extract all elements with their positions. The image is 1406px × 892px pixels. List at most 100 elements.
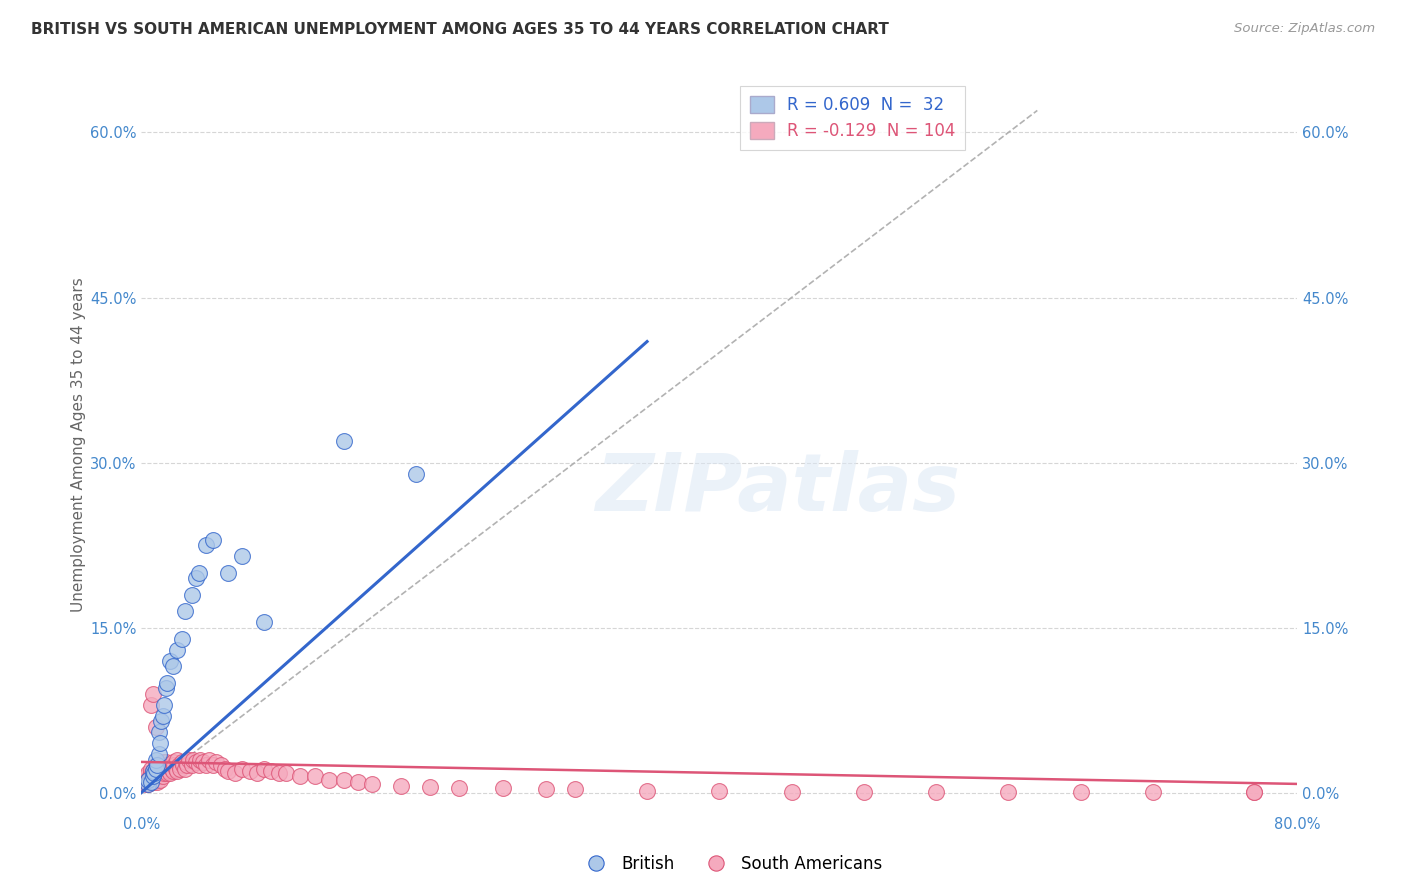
- Point: [138, 772, 160, 787]
- Point: [332, 434, 354, 448]
- Point: [141, 774, 163, 789]
- Text: ZIPatlas: ZIPatlas: [595, 450, 960, 528]
- Point: [149, 764, 172, 778]
- Point: [1243, 784, 1265, 798]
- Point: [142, 769, 165, 783]
- Point: [149, 736, 172, 750]
- Point: [138, 766, 160, 780]
- Point: [389, 779, 412, 793]
- Point: [188, 566, 211, 580]
- Point: [138, 777, 160, 791]
- Point: [159, 758, 181, 772]
- Point: [167, 758, 190, 772]
- Point: [177, 753, 200, 767]
- Point: [195, 538, 218, 552]
- Point: [217, 566, 239, 580]
- Point: [231, 549, 253, 563]
- Point: [145, 766, 167, 780]
- Point: [166, 642, 188, 657]
- Point: [138, 772, 160, 787]
- Point: [176, 758, 198, 772]
- Point: [153, 758, 176, 772]
- Legend: British, South Americans: British, South Americans: [574, 848, 889, 880]
- Point: [142, 764, 165, 778]
- Point: [217, 764, 239, 778]
- Point: [143, 766, 166, 780]
- Point: [852, 784, 875, 798]
- Point: [347, 774, 370, 789]
- Point: [143, 766, 166, 780]
- Point: [145, 758, 167, 772]
- Text: BRITISH VS SOUTH AMERICAN UNEMPLOYMENT AMONG AGES 35 TO 44 YEARS CORRELATION CHA: BRITISH VS SOUTH AMERICAN UNEMPLOYMENT A…: [31, 22, 889, 37]
- Point: [267, 766, 290, 780]
- Point: [141, 766, 163, 780]
- Point: [149, 769, 172, 783]
- Point: [304, 769, 326, 783]
- Point: [152, 755, 174, 769]
- Point: [564, 782, 586, 797]
- Point: [136, 774, 159, 789]
- Point: [202, 758, 225, 772]
- Y-axis label: Unemployment Among Ages 35 to 44 years: Unemployment Among Ages 35 to 44 years: [72, 277, 86, 613]
- Point: [209, 758, 232, 772]
- Point: [332, 772, 354, 787]
- Point: [155, 764, 177, 778]
- Legend: R = 0.609  N =  32, R = -0.129  N = 104: R = 0.609 N = 32, R = -0.129 N = 104: [741, 86, 966, 151]
- Point: [174, 755, 197, 769]
- Point: [146, 764, 169, 778]
- Point: [139, 774, 162, 789]
- Point: [419, 780, 441, 795]
- Point: [780, 784, 803, 798]
- Point: [491, 781, 513, 796]
- Point: [135, 777, 157, 791]
- Point: [150, 758, 173, 772]
- Point: [142, 774, 165, 789]
- Point: [166, 753, 188, 767]
- Point: [193, 755, 215, 769]
- Point: [155, 681, 177, 696]
- Point: [163, 758, 186, 772]
- Point: [148, 766, 170, 780]
- Point: [166, 764, 188, 778]
- Point: [205, 755, 228, 769]
- Point: [162, 659, 184, 673]
- Point: [188, 758, 211, 772]
- Point: [150, 714, 173, 729]
- Point: [139, 769, 162, 783]
- Point: [152, 769, 174, 783]
- Point: [925, 784, 948, 798]
- Point: [156, 675, 179, 690]
- Point: [1070, 784, 1092, 798]
- Point: [145, 762, 167, 776]
- Point: [153, 766, 176, 780]
- Point: [159, 766, 181, 780]
- Point: [239, 764, 262, 778]
- Point: [141, 762, 163, 776]
- Point: [146, 774, 169, 789]
- Point: [202, 533, 225, 547]
- Point: [224, 766, 246, 780]
- Point: [145, 753, 167, 767]
- Text: Source: ZipAtlas.com: Source: ZipAtlas.com: [1234, 22, 1375, 36]
- Point: [181, 753, 204, 767]
- Point: [153, 698, 176, 712]
- Point: [148, 747, 170, 762]
- Point: [253, 762, 276, 776]
- Point: [138, 777, 160, 791]
- Point: [135, 772, 157, 787]
- Point: [253, 615, 276, 629]
- Point: [156, 758, 179, 772]
- Point: [142, 687, 165, 701]
- Point: [145, 772, 167, 787]
- Point: [709, 783, 731, 797]
- Point: [180, 588, 202, 602]
- Point: [146, 758, 169, 772]
- Point: [169, 762, 191, 776]
- Point: [165, 762, 187, 776]
- Point: [159, 654, 181, 668]
- Point: [1142, 784, 1164, 798]
- Point: [142, 764, 165, 778]
- Point: [260, 764, 283, 778]
- Point: [636, 783, 658, 797]
- Point: [180, 758, 202, 772]
